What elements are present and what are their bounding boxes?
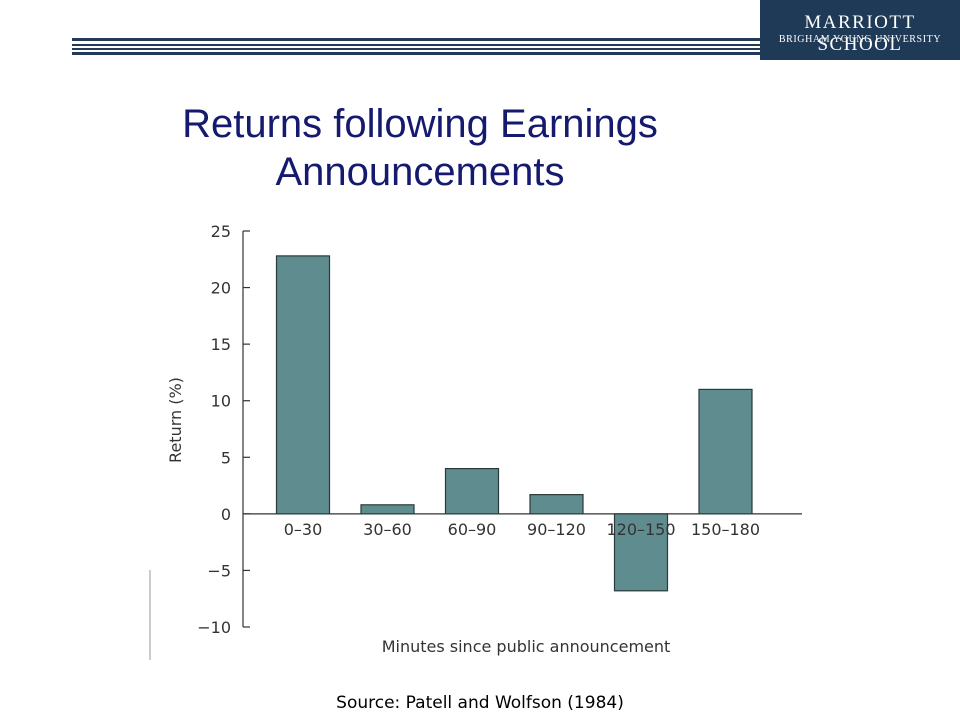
y-tick-label: 20 [211,279,231,298]
bar-1 [360,504,415,515]
school-logo: MARRIOTT SCHOOL BRIGHAM YOUNG UNIVERSITY [760,0,960,60]
category-label: 0–30 [284,520,323,539]
logo-university-name: BRIGHAM YOUNG UNIVERSITY [778,34,942,45]
bar-0 [275,255,331,515]
category-label: 150–180 [691,520,760,539]
slide-title-line2: Announcements [275,150,565,194]
category-label: 60–90 [448,520,497,539]
bar-5 [698,388,753,515]
x-axis-label: Minutes since public announcement [382,637,671,656]
source-citation: Source: Patell and Wolfson (1984) [336,693,624,713]
y-axis-label: Return (%) [166,377,185,463]
logo-school-name: MARRIOTT SCHOOL [804,12,916,55]
bars [275,255,753,592]
category-label: 30–60 [363,520,412,539]
y-tick-label: 15 [211,335,231,354]
bar-3 [529,494,584,515]
y-ticks: 25 20 15 10 5 0 −5 −10 [197,222,250,637]
y-tick-label: −5 [207,561,231,580]
y-tick-label: 10 [211,392,231,411]
bar-2 [444,468,500,515]
category-label: 90–120 [527,520,586,539]
bar-4 [613,513,669,592]
y-tick-label: 5 [221,448,231,467]
category-labels: 0–30 30–60 60–90 90–120 120–150 150–180 [284,520,760,539]
y-tick-label: −10 [197,618,231,637]
slide-title: Returns following Earnings Announcements [120,100,720,196]
category-label: 120–150 [606,520,675,539]
y-tick-label: 25 [211,222,231,241]
slide-title-line1: Returns following Earnings [182,102,658,146]
y-tick-label: 0 [221,505,231,524]
header-rule-lines [72,38,760,58]
